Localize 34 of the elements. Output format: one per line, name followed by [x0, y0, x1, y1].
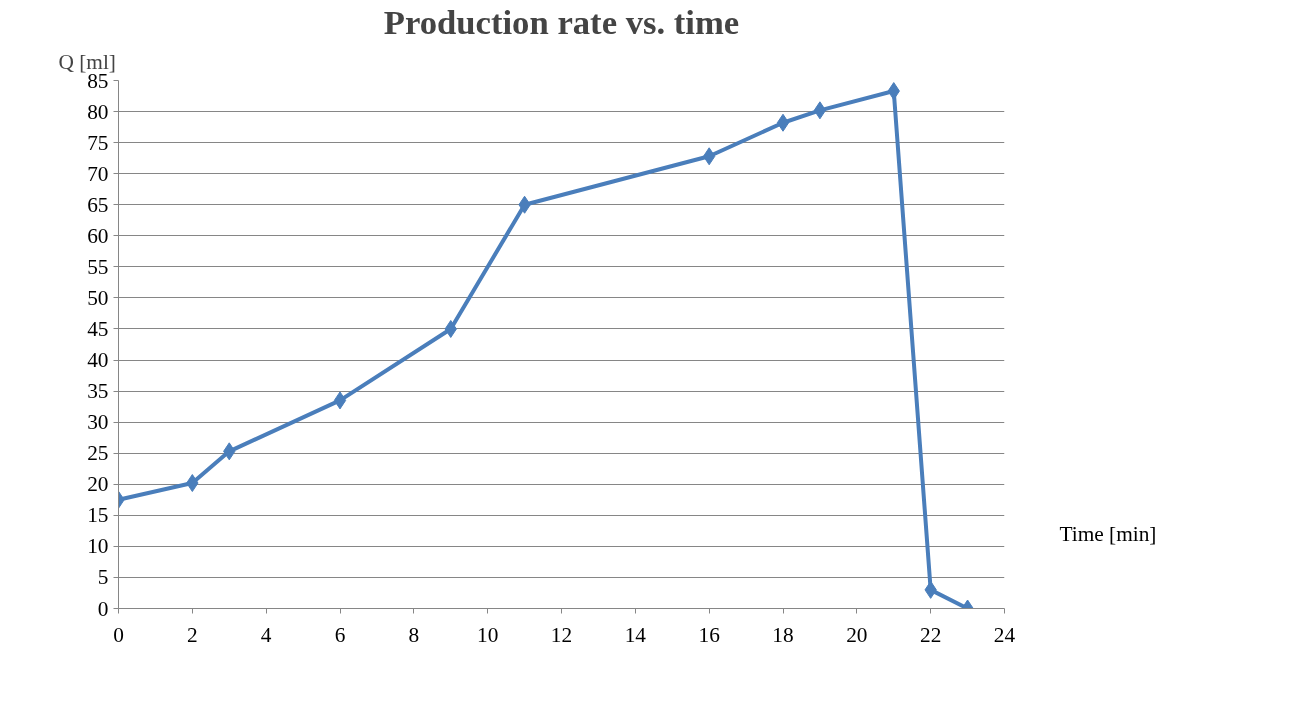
- x-axis-title: Time [min]: [1059, 521, 1157, 546]
- y-tick-label: 20: [87, 472, 109, 497]
- y-tick-label: 45: [87, 316, 109, 341]
- x-tick-label: 24: [993, 622, 1016, 647]
- y-tick-label: 40: [87, 348, 109, 373]
- x-tick-label: 10: [477, 622, 499, 647]
- x-tick-label: 22: [920, 622, 942, 647]
- x-tick-label: 8: [408, 622, 420, 647]
- chart-title: Production rate vs. time: [383, 2, 740, 41]
- x-tick-label: 18: [772, 622, 794, 647]
- x-tick-label: 4: [260, 622, 272, 647]
- y-tick-label: 55: [87, 254, 109, 279]
- y-tick-label: 10: [87, 534, 109, 559]
- point: [776, 113, 790, 132]
- y-tick-label: 30: [87, 410, 109, 435]
- y-tick-label: 65: [87, 192, 109, 217]
- y-tick-label: 50: [87, 285, 109, 310]
- x-tick-label: 6: [334, 622, 346, 647]
- y-tick-label: 35: [87, 379, 109, 404]
- y-tick-label: 60: [87, 223, 109, 248]
- x-tick-label: 14: [624, 622, 647, 647]
- y-tick-label: 80: [87, 99, 109, 124]
- y-tick-label: 70: [87, 161, 109, 186]
- point: [333, 391, 347, 410]
- y-tick-label: 5: [97, 565, 109, 590]
- y-tick-label: 0: [97, 596, 109, 621]
- y-tick-label: 25: [87, 441, 109, 466]
- x-tick-label: 16: [698, 622, 721, 647]
- x-tick-label: 20: [846, 622, 868, 647]
- x-tick-label: 12: [550, 622, 573, 647]
- y-tick-label: 15: [87, 503, 109, 528]
- x-tick-label: 2: [187, 622, 198, 647]
- point: [813, 101, 827, 120]
- y-tick-label: 75: [87, 130, 109, 155]
